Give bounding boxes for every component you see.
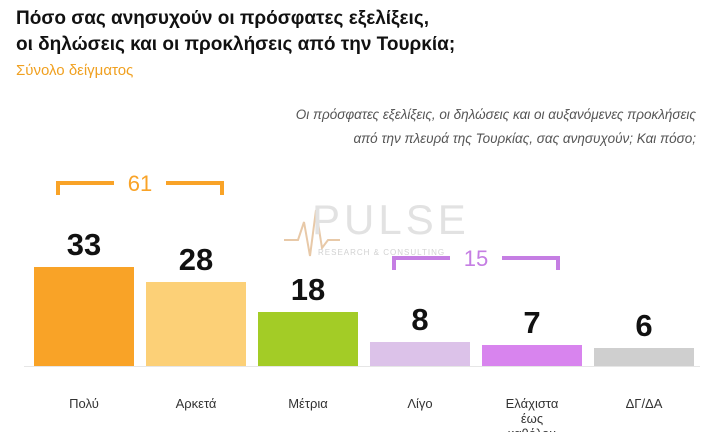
question-line-2: από την πλευρά της Τουρκίας, σας ανησυχο…: [353, 131, 696, 146]
category-label-4: Λίγο: [407, 396, 432, 411]
bar-3: [258, 312, 358, 366]
category-label-5: Ελάχισταέωςκαθόλου: [506, 396, 559, 432]
group-bracket-2: [392, 256, 560, 270]
bar-1: [34, 267, 134, 366]
group-total-2: 15: [464, 246, 488, 271]
bar-6: [594, 348, 694, 366]
group-bracket-1: [56, 181, 224, 195]
title-line-1: Πόσο σας ανησυχούν οι πρόσφατες εξελίξει…: [16, 8, 429, 29]
category-label-1: Πολύ: [69, 396, 99, 411]
survey-question: Οι πρόσφατες εξελίξεις, οι δηλώσεις και …: [136, 103, 696, 151]
data-label-1: 33: [67, 227, 101, 262]
chart-subtitle: Σύνολο δείγματος: [16, 62, 134, 79]
question-line-1: Οι πρόσφατες εξελίξεις, οι δηλώσεις και …: [295, 107, 696, 122]
data-label-3: 18: [291, 272, 325, 307]
category-label-2: Αρκετά: [176, 396, 217, 411]
bar-2: [146, 282, 246, 366]
group-total-1: 61: [128, 171, 152, 196]
title-line-2: οι δηλώσεις και οι προκλήσεις από την Το…: [16, 34, 456, 55]
bar-4: [370, 342, 470, 366]
chart-title: Πόσο σας ανησυχούν οι πρόσφατες εξελίξει…: [16, 6, 656, 58]
category-label-6: ΔΓ/ΔΑ: [626, 396, 663, 411]
data-label-6: 6: [635, 308, 652, 343]
data-label-2: 28: [179, 242, 213, 277]
category-label-3: Μέτρια: [288, 396, 328, 411]
data-label-4: 8: [411, 302, 428, 337]
bar-5: [482, 345, 582, 366]
data-label-5: 7: [523, 305, 540, 340]
